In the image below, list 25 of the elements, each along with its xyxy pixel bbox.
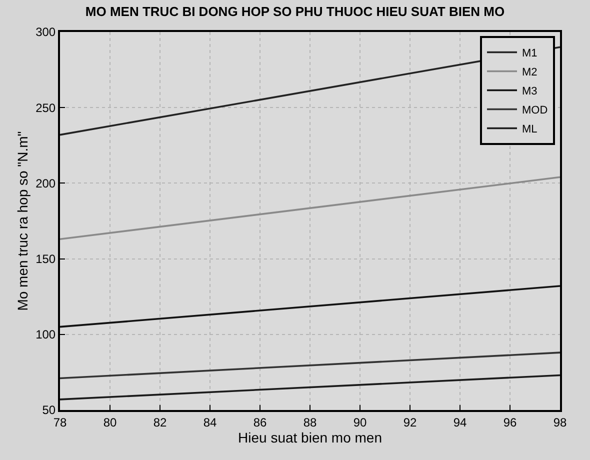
x-tick-label: 98 bbox=[553, 415, 567, 430]
legend-label: M1 bbox=[522, 48, 538, 60]
y-tick-label: 50 bbox=[42, 403, 56, 418]
x-tick-label: 86 bbox=[253, 415, 267, 430]
x-tick-label: 82 bbox=[153, 415, 167, 430]
y-tick-label: 150 bbox=[36, 252, 56, 266]
legend-label: M3 bbox=[522, 86, 538, 98]
legend-label: MOD bbox=[522, 104, 548, 117]
x-tick-label: 84 bbox=[203, 415, 217, 430]
legend-label: M2 bbox=[522, 66, 538, 79]
y-tick-label: 250 bbox=[36, 100, 56, 115]
x-axis-title: Hieu suat bien mo men bbox=[238, 429, 382, 446]
chart-title: MO MEN TRUC BI DONG HOP SO PHU THUOC HIEU SUAT BIEN MO bbox=[85, 4, 505, 19]
y-tick-label: 300 bbox=[36, 25, 56, 40]
x-tick-label: 92 bbox=[403, 415, 417, 430]
x-tick-label: 90 bbox=[353, 415, 367, 430]
x-tick-label: 88 bbox=[303, 415, 317, 430]
y-tick-label: 100 bbox=[36, 328, 56, 342]
x-tick-label: 78 bbox=[53, 415, 67, 430]
x-tick-label: 96 bbox=[503, 415, 517, 430]
y-tick-label: 200 bbox=[36, 176, 56, 190]
x-tick-label: 94 bbox=[453, 415, 467, 430]
x-tick-label: 80 bbox=[103, 415, 117, 430]
legend-label: ML bbox=[522, 124, 538, 136]
y-axis-title: Mo men truc ra hop so "N.m" bbox=[14, 131, 31, 311]
